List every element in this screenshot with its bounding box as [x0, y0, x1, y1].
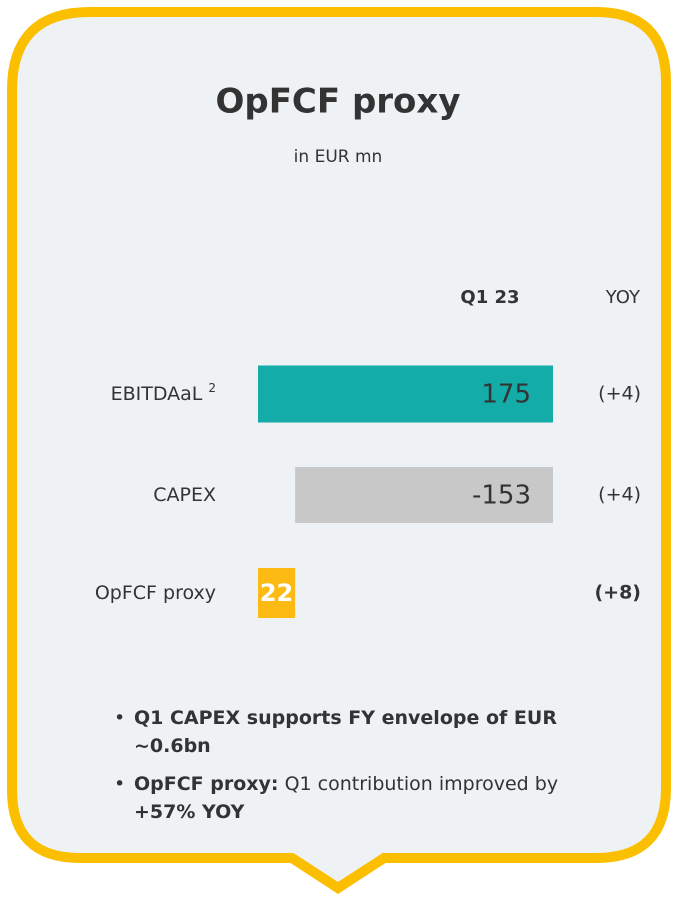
- bar: [258, 568, 296, 618]
- footnote: 2: [208, 381, 216, 395]
- yoy: (+4): [598, 484, 641, 506]
- category-name: OpFCF proxy: [95, 582, 216, 604]
- bullet-lead: Q1 CAPEX supports FY envelope of EUR ~0.…: [134, 707, 557, 757]
- yoy: (+8): [594, 582, 641, 604]
- bullet: Q1 CAPEX supports FY envelope of EUR ~0.…: [114, 704, 614, 760]
- title: OpFCF proxy: [215, 82, 460, 122]
- bullet-emphasis: +57% YOY: [134, 801, 245, 823]
- bullet-text: Q1 contribution improved by: [284, 773, 559, 795]
- bar-label: 175: [481, 380, 531, 410]
- category-name: EBITDAaL: [111, 383, 203, 405]
- column-header: Q1 23: [460, 287, 519, 308]
- bar: [258, 365, 553, 423]
- bullets: Q1 CAPEX supports FY envelope of EUR ~0.…: [114, 704, 614, 836]
- category-name: CAPEX: [153, 484, 216, 506]
- bullet-lead: OpFCF proxy:: [134, 773, 279, 795]
- category-label: CAPEX: [153, 484, 216, 506]
- bullet: OpFCF proxy: Q1 contribution improved by…: [114, 770, 614, 826]
- card-frame: [7, 7, 671, 894]
- bar-label: 22: [260, 579, 293, 607]
- category-label: OpFCF proxy: [95, 582, 216, 604]
- subtitle: in EUR mn: [294, 147, 383, 167]
- column-header: YOY: [605, 287, 641, 308]
- bar: [295, 467, 553, 523]
- bar-label: -153: [472, 481, 531, 511]
- category-label: EBITDAaL 2: [111, 381, 216, 405]
- yoy: (+4): [598, 383, 641, 405]
